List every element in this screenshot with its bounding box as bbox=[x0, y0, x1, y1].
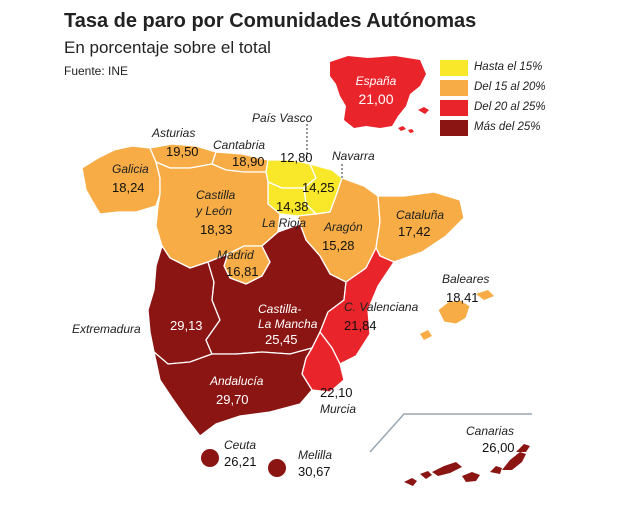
region-cataluna[interactable] bbox=[375, 191, 465, 263]
region-canarias[interactable] bbox=[404, 444, 530, 486]
map-title: Tasa de paro por Comunidades Autónomas bbox=[64, 10, 477, 32]
melilla-name: Melilla bbox=[298, 448, 333, 462]
la-rioja-name: La Rioja bbox=[262, 216, 307, 230]
baleares-name: Baleares bbox=[442, 272, 490, 286]
legend-label: Del 15 al 20% bbox=[474, 81, 546, 93]
aragon-value: 15,28 bbox=[322, 238, 355, 253]
ceuta-value: 26,21 bbox=[224, 454, 257, 469]
legend-swatch bbox=[440, 80, 468, 96]
cataluna-value: 17,42 bbox=[398, 224, 431, 239]
baleares-value: 18,41 bbox=[446, 290, 479, 305]
madrid-name: Madrid bbox=[217, 248, 254, 262]
cataluna-name: Cataluña bbox=[396, 208, 445, 222]
region-baleares-menorca[interactable] bbox=[476, 290, 494, 300]
galicia-name: Galicia bbox=[112, 162, 149, 176]
region-ceuta-dot[interactable] bbox=[201, 449, 219, 467]
cantabria-value: 18,90 bbox=[232, 154, 265, 169]
cantabria-name: Cantabria bbox=[213, 138, 266, 152]
legend-label: Hasta el 15% bbox=[474, 61, 543, 73]
inset-canarias-shape bbox=[398, 126, 414, 133]
region-baleares-ibiza[interactable] bbox=[420, 330, 432, 340]
galicia-value: 18,24 bbox=[112, 180, 145, 195]
la-rioja-value: 14,38 bbox=[276, 199, 309, 214]
valenciana-value: 21,84 bbox=[344, 318, 377, 333]
region-melilla-dot[interactable] bbox=[268, 459, 286, 477]
pais-vasco-value: 12,80 bbox=[280, 150, 313, 165]
region-valenciana[interactable] bbox=[319, 246, 395, 365]
asturias-value: 19,50 bbox=[166, 144, 199, 159]
legend-swatch bbox=[440, 120, 468, 136]
region-baleares[interactable] bbox=[437, 299, 471, 325]
map-source: Fuente: INE bbox=[64, 64, 129, 78]
castilla-mancha-value: 25,45 bbox=[265, 332, 298, 347]
legend-item: Del 15 al 20% bbox=[440, 80, 620, 98]
legend-swatch bbox=[440, 60, 468, 76]
canarias-frame bbox=[369, 413, 532, 453]
legend-label: Del 20 al 25% bbox=[474, 101, 546, 113]
ceuta-name: Ceuta bbox=[224, 438, 257, 452]
aragon-name: Aragón bbox=[324, 220, 363, 234]
valenciana-name: C. Valenciana bbox=[344, 300, 419, 314]
andalucia-value: 29,70 bbox=[216, 392, 249, 407]
castilla-leon-value: 18,33 bbox=[200, 222, 233, 237]
madrid-value: 16,81 bbox=[226, 264, 259, 279]
pais-vasco-name: País Vasco bbox=[252, 111, 313, 125]
canarias-name: Canarias bbox=[466, 424, 515, 438]
melilla-value: 30,67 bbox=[298, 464, 331, 479]
canarias-value: 26,00 bbox=[482, 440, 515, 455]
map-subtitle: En porcentaje sobre el total bbox=[64, 38, 271, 57]
murcia-name: Murcia bbox=[320, 402, 357, 416]
inset-baleares-shape bbox=[418, 107, 429, 114]
murcia-value: 22,10 bbox=[320, 385, 353, 400]
navarra-name: Navarra bbox=[332, 149, 375, 163]
castilla-leon-name-2: y León bbox=[196, 204, 233, 218]
region-andalucia[interactable] bbox=[152, 346, 314, 437]
castilla-mancha-name-2: La Mancha bbox=[258, 317, 318, 331]
extremadura-value: 29,13 bbox=[170, 318, 203, 333]
extremadura-name: Extremadura bbox=[72, 322, 141, 336]
legend-item: Hasta el 15% bbox=[440, 60, 620, 78]
spain-name: España bbox=[355, 74, 397, 88]
legend-item: Más del 25% bbox=[440, 120, 620, 138]
legend-swatch bbox=[440, 100, 468, 116]
andalucia-name: Andalucía bbox=[210, 374, 264, 388]
castilla-leon-name-1: Castilla bbox=[196, 188, 236, 202]
spain-value: 21,00 bbox=[358, 91, 394, 107]
asturias-name: Asturias bbox=[152, 126, 196, 140]
legend-item: Del 20 al 25% bbox=[440, 100, 620, 118]
inset-spain-shape bbox=[330, 56, 426, 128]
legend-label: Más del 25% bbox=[474, 121, 541, 133]
castilla-mancha-name-1: Castilla- bbox=[258, 302, 302, 316]
navarra-value: 14,25 bbox=[302, 180, 335, 195]
